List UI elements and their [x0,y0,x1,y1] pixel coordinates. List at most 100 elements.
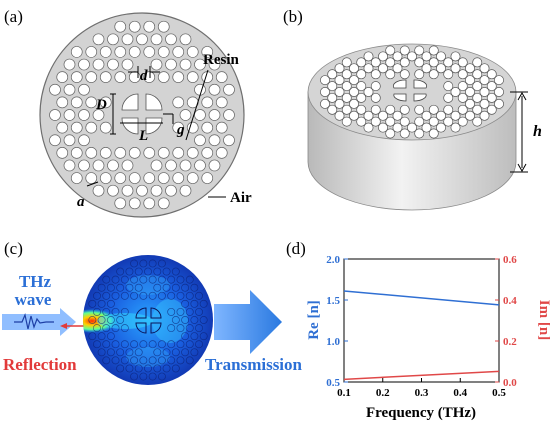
air-hole [111,291,120,300]
air-hole [136,33,148,46]
label-a: a [77,194,85,210]
y-left-tick-label: 0.5 [326,377,340,389]
air-hole [385,128,396,139]
air-hole [157,356,166,365]
top-air-holes [320,45,504,139]
air-hole [341,116,352,127]
air-hole [120,340,129,349]
air-hole [349,87,359,97]
air-hole [120,291,129,300]
air-hole [107,33,119,46]
thz-pulse [14,313,54,330]
air-hole [99,71,112,84]
air-hole [121,58,134,71]
air-hole [436,63,446,74]
panel-a: (a) d D L g a Res [4,7,252,218]
air-hole [130,275,139,284]
air-hole [85,121,98,134]
air-hole [185,356,194,365]
air-hole [185,291,194,300]
air-hole [134,283,143,292]
air-hole [465,75,475,86]
air-hole [85,71,98,84]
air-hole [201,96,214,109]
air-hole [443,69,454,80]
air-hole [134,267,143,276]
air-hole [63,159,76,172]
air-hole [341,92,352,103]
air-hole [165,33,177,46]
air-hole [114,46,127,58]
air-hole [385,45,396,56]
air-hole [153,267,162,276]
air-hole [208,58,221,71]
air-hole [99,146,112,159]
air-hole [107,159,119,172]
air-hole [185,324,194,333]
air-hole [78,109,90,121]
y-left-tick-label: 2.0 [326,254,340,266]
air-hole [116,316,125,324]
air-hole [407,51,417,62]
air-hole [102,275,111,284]
air-hole [399,128,410,139]
air-hole [99,96,112,109]
air-hole [181,332,190,341]
air-hole [92,33,105,46]
air-hole [70,146,83,159]
air-hole [349,75,359,86]
y-left-tick-label: 1.0 [326,336,340,348]
air-hole [114,146,127,159]
air-hole [457,116,468,127]
air-hole [428,69,439,80]
air-hole [186,71,199,84]
field-overlay [83,259,208,381]
air-hole [428,104,439,115]
air-hole [116,267,125,276]
air-hole [190,348,199,357]
panel-d: (d) 0.1 0.2 0.3 0.4 0.5 0.5 1.0 1.5 2.0 0.0 0.2 0.4… [286,239,550,421]
core-hole-tl [121,93,139,111]
air-hole [120,356,129,365]
air-hole [120,307,129,316]
air-hole [215,121,228,134]
air-hole [134,348,143,357]
air-hole [472,104,483,115]
air-hole [436,122,446,133]
air-hole [97,348,106,357]
air-hole [121,33,134,46]
air-hole [208,134,221,147]
air-hole [457,69,468,80]
air-hole [443,92,454,103]
label-h: h [533,123,542,140]
air-hole [125,283,134,292]
air-hole [414,116,425,127]
air-hole [450,63,461,74]
air-hole [215,71,228,84]
air-hole [172,172,185,184]
air-hole [139,275,148,284]
air-hole [93,307,101,316]
air-hole [148,372,157,381]
air-hole [139,356,148,365]
air-hole [111,324,120,333]
air-hole [157,172,170,184]
air-hole [194,58,206,71]
air-hole [88,299,97,308]
air-hole [116,364,125,373]
air-hole [399,45,410,56]
air-hole [486,81,497,92]
air-hole [92,159,105,172]
air-hole [139,372,148,381]
air-hole [150,58,163,71]
x-tick-label: 0.1 [337,387,351,399]
air-hole [85,46,98,58]
air-hole [143,197,156,210]
air-hole [385,69,396,80]
air-hole [199,316,208,324]
air-hole [171,283,180,292]
air-hole [356,81,367,92]
air-hole [472,116,483,127]
air-hole [194,109,206,121]
air-hole [194,83,206,96]
